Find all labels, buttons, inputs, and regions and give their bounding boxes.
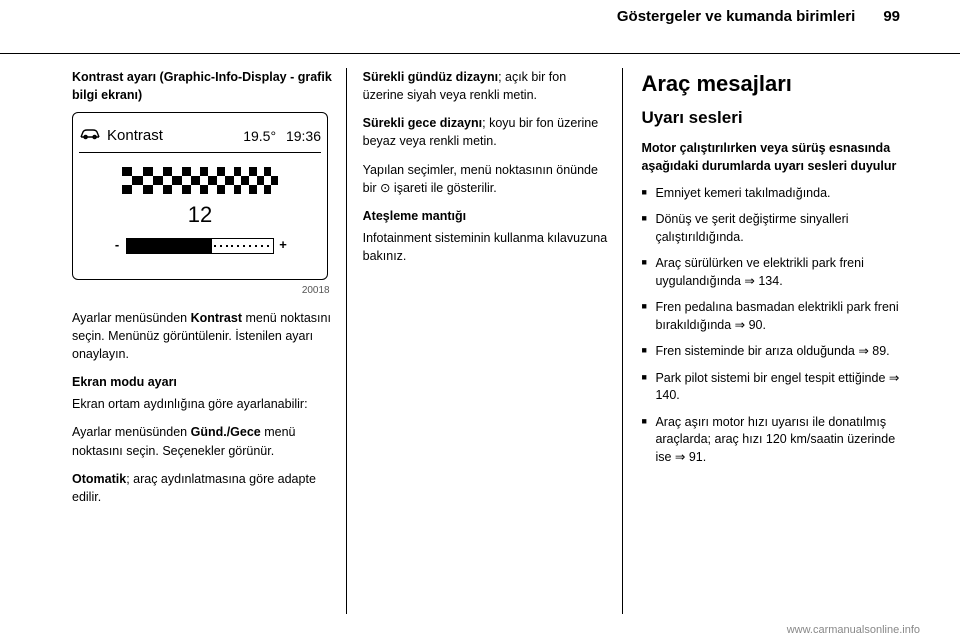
col1-p3: Ayarlar menüsünden Günd./Gece menü nokta… <box>72 423 334 459</box>
column-1: Kontrast ayarı (Graphic-Info-Display - g… <box>60 68 347 614</box>
slider-track <box>126 238 274 254</box>
content-columns: Kontrast ayarı (Graphic-Info-Display - g… <box>0 54 960 614</box>
column-2: Sürekli gündüz dizaynı; açık bir fon üze… <box>347 68 624 614</box>
col2-p1: Sürekli gündüz dizaynı; açık bir fon üze… <box>363 68 611 104</box>
display-topbar: Kontrast 19.5° 19:36 <box>79 125 321 153</box>
col1-p4-bold: Otomatik <box>72 472 126 486</box>
checker-pattern <box>122 167 278 195</box>
col1-p3-bold: Günd./Gece <box>191 425 261 439</box>
col3-h1: Araç mesajları <box>641 68 908 100</box>
slider-dots <box>131 245 269 247</box>
warning-item: Dönüş ve şerit değiştirme sinyalleri çal… <box>641 211 908 246</box>
col1-p1: Ayarlar menüsünden Kontrast menü noktası… <box>72 309 334 363</box>
display-time: 19:36 <box>286 128 321 144</box>
slider-plus: + <box>278 236 288 255</box>
page-root: Göstergeler ve kumanda birimleri 99 Kont… <box>0 0 960 642</box>
col1-p1-bold: Kontrast <box>191 311 242 325</box>
slider-minus: - <box>112 236 122 255</box>
col1-p2: Ekran ortam aydınlığına göre ayarlanabil… <box>72 395 334 413</box>
col1-section-title: Kontrast ayarı (Graphic-Info-Display - g… <box>72 68 334 104</box>
col1-p3-pre: Ayarlar menüsünden <box>72 425 191 439</box>
col2-p3: Yapılan seçimler, menü noktasının önünde… <box>363 161 611 197</box>
image-reference: 20018 <box>72 284 334 299</box>
col3-intro: Motor çalıştırılırken veya sürüş esnasın… <box>641 139 908 175</box>
col2-p2: Sürekli gece dizaynı; koyu bir fon üzeri… <box>363 114 611 150</box>
col1-sub2: Ekran modu ayarı <box>72 373 334 391</box>
contrast-display-illustration: Kontrast 19.5° 19:36 12 - <box>72 112 328 280</box>
warning-item: Fren sisteminde bir arıza olduğunda ⇒ 89… <box>641 343 908 361</box>
col2-p1-bold: Sürekli gündüz dizaynı <box>363 70 498 84</box>
col1-p4: Otomatik; araç aydınlatmasına göre adapt… <box>72 470 334 506</box>
col1-p1-pre: Ayarlar menüsünden <box>72 311 191 325</box>
display-temp: 19.5° <box>243 128 276 144</box>
display-label: Kontrast <box>107 125 163 147</box>
warning-item: Emniyet kemeri takılmadığında. <box>641 185 908 203</box>
footer-url: www.carmanualsonline.info <box>787 624 920 636</box>
header-title: Göstergeler ve kumanda birimleri <box>617 8 855 25</box>
page-number: 99 <box>883 8 900 25</box>
contrast-slider: - + <box>112 237 288 255</box>
col3-h2: Uyarı sesleri <box>641 106 908 131</box>
warning-item: Araç sürülürken ve elektrikli park freni… <box>641 255 908 290</box>
warning-item: Araç aşırı motor hızı uyarısı ile donatı… <box>641 414 908 467</box>
col2-sub: Ateşleme mantığı <box>363 207 611 225</box>
warning-item: Fren pedalına basmadan elektrikli park f… <box>641 299 908 334</box>
warning-item: Park pilot sistemi bir engel tespit etti… <box>641 370 908 405</box>
col2-p4: Infotainment sisteminin kullanma kılavuz… <box>363 229 611 265</box>
col2-p2-bold: Sürekli gece dizaynı <box>363 116 483 130</box>
column-3: Araç mesajları Uyarı sesleri Motor çalış… <box>623 68 920 614</box>
page-header: Göstergeler ve kumanda birimleri 99 <box>0 0 960 54</box>
contrast-value: 12 <box>79 199 321 231</box>
warning-list: Emniyet kemeri takılmadığında. Dönüş ve ş… <box>641 185 908 467</box>
car-icon <box>79 126 101 146</box>
